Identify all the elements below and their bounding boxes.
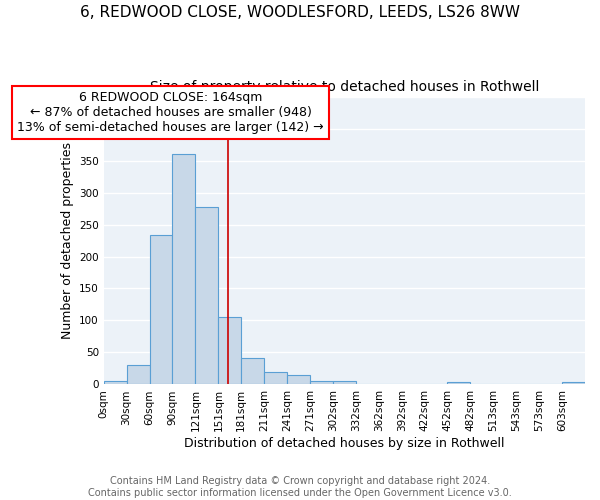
Bar xyxy=(310,380,333,384)
Bar xyxy=(149,236,172,384)
Bar xyxy=(287,375,310,384)
Text: 6, REDWOOD CLOSE, WOODLESFORD, LEEDS, LS26 8WW: 6, REDWOOD CLOSE, WOODLESFORD, LEEDS, LS… xyxy=(80,5,520,20)
Bar xyxy=(448,382,470,384)
Title: Size of property relative to detached houses in Rothwell: Size of property relative to detached ho… xyxy=(149,80,539,94)
Bar xyxy=(127,366,149,384)
Y-axis label: Number of detached properties: Number of detached properties xyxy=(61,142,74,339)
Text: Contains HM Land Registry data © Crown copyright and database right 2024.
Contai: Contains HM Land Registry data © Crown c… xyxy=(88,476,512,498)
Bar xyxy=(264,372,287,384)
X-axis label: Distribution of detached houses by size in Rothwell: Distribution of detached houses by size … xyxy=(184,437,505,450)
Bar xyxy=(562,382,585,384)
Bar xyxy=(333,382,356,384)
Bar xyxy=(104,382,127,384)
Bar xyxy=(241,358,264,384)
Bar xyxy=(196,206,218,384)
Bar xyxy=(218,318,241,384)
Bar xyxy=(172,154,196,384)
Text: 6 REDWOOD CLOSE: 164sqm
← 87% of detached houses are smaller (948)
13% of semi-d: 6 REDWOOD CLOSE: 164sqm ← 87% of detache… xyxy=(17,91,324,134)
